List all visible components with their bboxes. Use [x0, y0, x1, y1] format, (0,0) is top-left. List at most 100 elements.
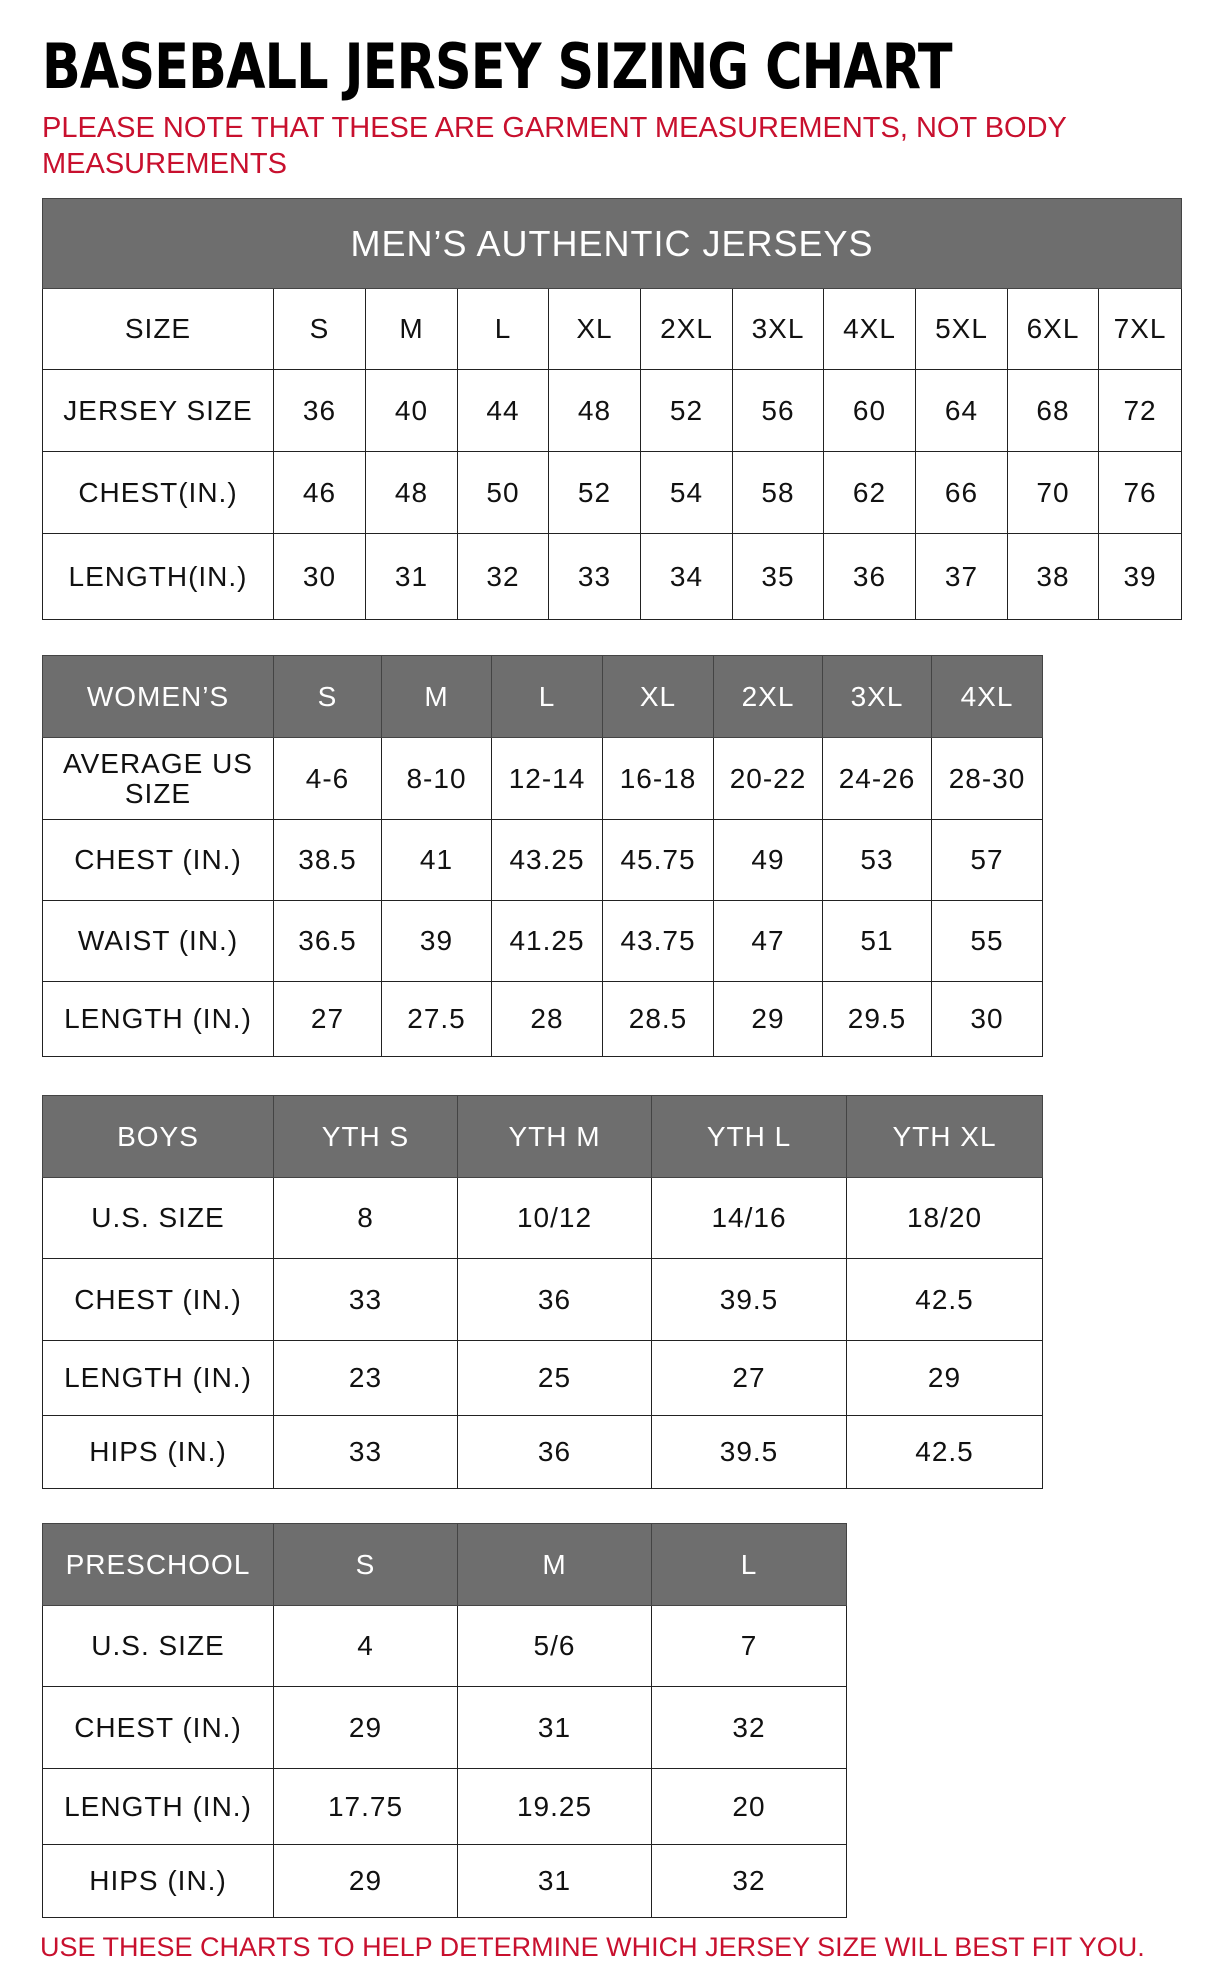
- size-header: XL: [548, 288, 641, 370]
- table-cell: 34: [640, 533, 733, 620]
- table-cell: 28-30: [931, 737, 1043, 820]
- row-label: CHEST(IN.): [42, 451, 274, 534]
- table-cell: 29: [273, 1686, 458, 1769]
- size-header: M: [457, 1523, 652, 1606]
- row-label: U.S. SIZE: [42, 1605, 274, 1687]
- table-cell: 66: [915, 451, 1008, 534]
- table-cell: 31: [365, 533, 458, 620]
- size-header: 3XL: [732, 288, 824, 370]
- table-cell: 36.5: [273, 900, 382, 982]
- header-row: PRESCHOOL S M L: [42, 1523, 847, 1606]
- table-row: CHEST (IN.) 29 31 32: [42, 1686, 847, 1769]
- mens-size-table: MEN’S AUTHENTIC JERSEYS SIZE S M L XL 2XL 3XL 4X…: [41, 198, 1183, 620]
- table-cell: 36: [823, 533, 916, 620]
- row-label: CHEST (IN.): [42, 1258, 274, 1341]
- table-cell: 29: [846, 1340, 1043, 1416]
- row-label: CHEST (IN.): [42, 819, 274, 901]
- row-label: HIPS (IN.): [42, 1415, 274, 1489]
- table-cell: 55: [931, 900, 1043, 982]
- table-cell: 44: [457, 369, 549, 452]
- table-cell: 30: [931, 981, 1043, 1057]
- table-cell: 49: [713, 819, 823, 901]
- size-header: 2XL: [713, 655, 823, 738]
- table-cell: 43.75: [602, 900, 714, 982]
- row-label: LENGTH (IN.): [42, 1768, 274, 1845]
- table-row: U.S. SIZE 4 5/6 7: [42, 1605, 847, 1687]
- table-cell: 17.75: [273, 1768, 458, 1845]
- table-cell: 48: [548, 369, 641, 452]
- size-header: S: [273, 288, 366, 370]
- table-cell: 31: [457, 1686, 652, 1769]
- row-label: U.S. SIZE: [42, 1177, 274, 1259]
- table-cell: 39: [381, 900, 492, 982]
- table-row: LENGTH (IN.) 23 25 27 29: [42, 1340, 1043, 1416]
- size-header: L: [491, 655, 603, 738]
- row-label: LENGTH (IN.): [42, 981, 274, 1057]
- table-cell: 20-22: [713, 737, 823, 820]
- table-cell: 5/6: [457, 1605, 652, 1687]
- table-cell: 32: [651, 1844, 847, 1918]
- row-label: LENGTH (IN.): [42, 1340, 274, 1416]
- table-cell: 53: [822, 819, 932, 901]
- table-cell: 4: [273, 1605, 458, 1687]
- table-cell: 47: [713, 900, 823, 982]
- table-caption: MEN’S AUTHENTIC JERSEYS: [41, 198, 1183, 289]
- table-cell: 29.5: [822, 981, 932, 1057]
- size-header: L: [457, 288, 549, 370]
- table-cell: 60: [823, 369, 916, 452]
- row-label: WAIST (IN.): [42, 900, 274, 982]
- table-cell: 62: [823, 451, 916, 534]
- size-header: YTH XL: [846, 1095, 1043, 1178]
- table-cell: 33: [273, 1258, 458, 1341]
- header-label: PRESCHOOL: [42, 1523, 274, 1606]
- table-cell: 36: [457, 1258, 652, 1341]
- table-row: HIPS (IN.) 29 31 32: [42, 1844, 847, 1918]
- size-header: M: [365, 288, 458, 370]
- table-cell: 52: [640, 369, 733, 452]
- table-cell: 4-6: [273, 737, 382, 820]
- boys-size-table: BOYS YTH S YTH M YTH L YTH XL U.S. SIZE 8 10/12…: [42, 1095, 1043, 1489]
- table-cell: 7: [651, 1605, 847, 1687]
- table-cell: 76: [1097, 451, 1183, 534]
- row-label: CHEST (IN.): [42, 1686, 274, 1769]
- header-row: WOMEN’S S M L XL 2XL 3XL 4XL: [42, 655, 1043, 738]
- table-cell: 36: [273, 369, 366, 452]
- table-cell: 31: [457, 1844, 652, 1918]
- size-header: YTH M: [457, 1095, 652, 1178]
- row-label: JERSEY SIZE: [42, 369, 274, 452]
- table-cell: 41.25: [491, 900, 603, 982]
- table-cell: 24-26: [822, 737, 932, 820]
- table-cell: 72: [1097, 369, 1183, 452]
- table-cell: 18/20: [846, 1177, 1043, 1259]
- table-cell: 51: [822, 900, 932, 982]
- table-cell: 50: [457, 451, 549, 534]
- table-cell: 25: [457, 1340, 652, 1416]
- table-cell: 39: [1097, 533, 1183, 620]
- table-cell: 33: [273, 1415, 458, 1489]
- row-label: LENGTH(IN.): [42, 533, 274, 620]
- table-cell: 29: [713, 981, 823, 1057]
- table-cell: 27.5: [381, 981, 492, 1057]
- table-cell: 45.75: [602, 819, 714, 901]
- table-cell: 54: [640, 451, 733, 534]
- table-cell: 8-10: [381, 737, 492, 820]
- size-header: S: [273, 1523, 458, 1606]
- table-cell: 36: [457, 1415, 652, 1489]
- header-row: SIZE S M L XL 2XL 3XL 4XL 5XL 6XL 7XL: [42, 288, 1183, 370]
- table-cell: 29: [273, 1844, 458, 1918]
- table-row: WAIST (IN.) 36.5 39 41.25 43.75 47 51 55: [42, 900, 1043, 982]
- table-cell: 35: [732, 533, 824, 620]
- table-cell: 33: [548, 533, 641, 620]
- table-cell: 16-18: [602, 737, 714, 820]
- size-header: XL: [602, 655, 714, 738]
- table-cell: 38.5: [273, 819, 382, 901]
- table-row: CHEST (IN.) 38.5 41 43.25 45.75 49 53 57: [42, 819, 1043, 901]
- table-cell: 42.5: [846, 1415, 1043, 1489]
- table-cell: 70: [1007, 451, 1099, 534]
- measurement-note: PLEASE NOTE THAT THESE ARE GARMENT MEASU…: [42, 112, 1067, 180]
- header-label: WOMEN’S: [42, 655, 274, 738]
- table-cell: 40: [365, 369, 458, 452]
- size-header: 6XL: [1007, 288, 1099, 370]
- header-label: SIZE: [42, 288, 274, 370]
- table-cell: 27: [273, 981, 382, 1057]
